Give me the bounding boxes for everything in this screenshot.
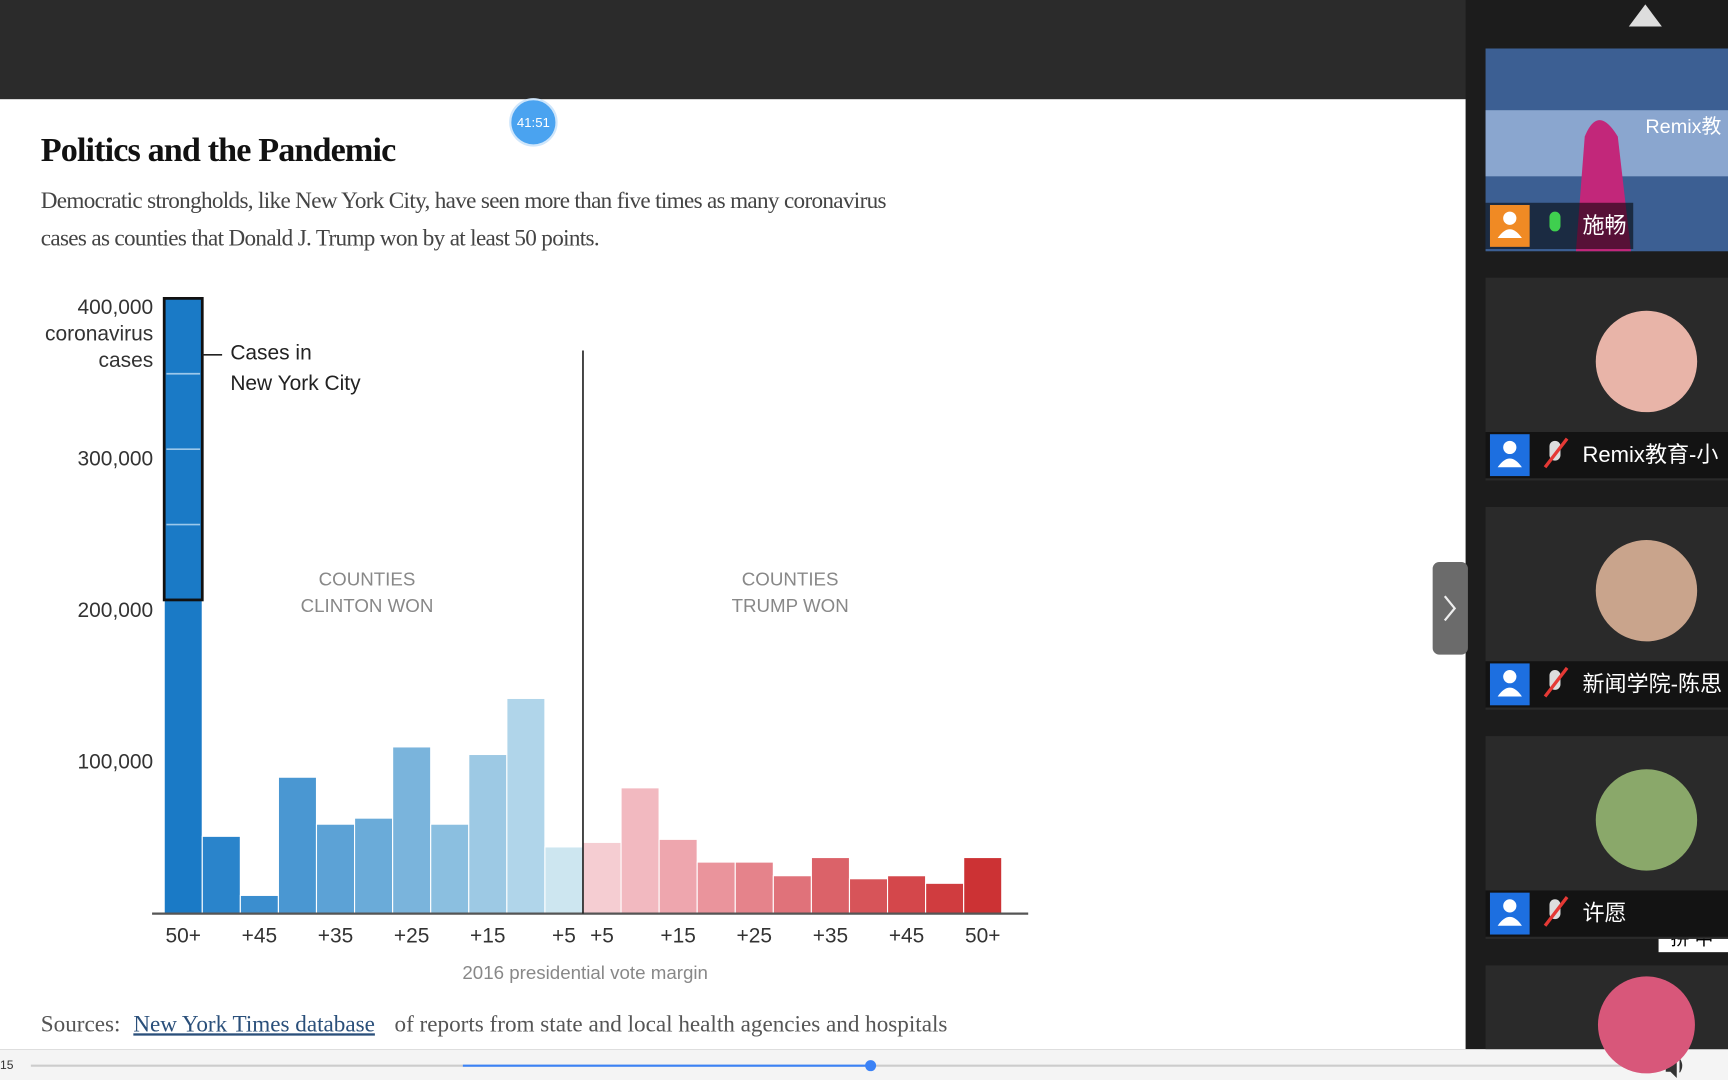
annotation: Cases in: [230, 341, 311, 364]
bar: [468, 753, 508, 915]
avatar: [1595, 310, 1698, 413]
bar: [163, 599, 203, 915]
y-tick-label: 300,000: [78, 448, 154, 471]
mic-muted: [1543, 437, 1569, 469]
player-time: 15: [0, 1058, 14, 1072]
mic-muted: [1543, 666, 1569, 698]
bar: [544, 846, 584, 915]
y-axis-label: cases: [99, 349, 154, 372]
avatar: [1595, 540, 1698, 642]
chart-subtitle: cases as counties that Donald J. Trump w…: [41, 226, 599, 252]
toggle-arrow: [1443, 595, 1457, 622]
video-caption: Remix教: [1645, 116, 1721, 138]
region-label: COUNTIES: [319, 569, 416, 590]
timer: 41:51: [517, 115, 550, 130]
x-tick-label: +25: [737, 924, 773, 947]
y-tick-label: 100,000: [78, 751, 154, 774]
user-icon: [1489, 892, 1530, 935]
bar: [658, 838, 698, 915]
bar: [582, 841, 622, 915]
x-tick-label: +45: [889, 924, 925, 947]
y-axis-label: coronavirus: [45, 323, 153, 346]
sources-text: of reports from state and local health a…: [395, 1011, 948, 1037]
region-label: CLINTON WON: [301, 595, 434, 616]
user-icon: [1489, 434, 1530, 477]
user-body: [1497, 916, 1522, 926]
x-tick-label: +25: [394, 924, 430, 947]
user-icon: [1489, 204, 1530, 247]
mic[interactable]: [1549, 211, 1561, 232]
x-tick-label: +35: [318, 924, 353, 947]
user-body: [1497, 229, 1522, 239]
bar: [506, 697, 546, 915]
y-tick-label: 200,000: [78, 599, 154, 622]
user-body: [1497, 458, 1522, 468]
x-tick-label: +15: [660, 924, 696, 947]
sources-link[interactable]: New York Times database: [133, 1011, 375, 1037]
bar: [734, 861, 774, 915]
y-tick-label: 400,000: [78, 296, 154, 319]
x-tick-label: +45: [242, 924, 277, 947]
top-bar: [0, 0, 1466, 100]
avatar: [1597, 976, 1695, 1074]
x-tick-label: +35: [813, 924, 848, 947]
participant-name: 新闻学院-陈思: [1583, 671, 1723, 696]
bar: [201, 835, 241, 915]
panel-toggle[interactable]: [1432, 562, 1468, 655]
x-tick-label: 50+: [965, 924, 1001, 947]
mic-muted: [1543, 896, 1569, 927]
bar: [810, 856, 851, 915]
bar: [239, 894, 279, 915]
scroll-up[interactable]: [1628, 4, 1662, 27]
x-tick-label: +15: [470, 924, 505, 947]
annotation: New York City: [230, 372, 361, 395]
bar: [925, 882, 965, 915]
x-tick-label: +5: [552, 924, 576, 947]
region-label: TRUMP WON: [732, 595, 849, 616]
bar: [696, 861, 736, 915]
bar: [620, 787, 660, 915]
timer-bubble[interactable]: [509, 98, 558, 147]
x-tick-label: 50+: [165, 924, 201, 947]
bar: [392, 746, 432, 915]
sources-prefix: Sources:: [41, 1011, 121, 1037]
bar: [886, 875, 927, 915]
bar: [963, 856, 1003, 915]
user-head: [1503, 899, 1517, 913]
bar: [430, 823, 470, 915]
x-tick-label: +5: [590, 924, 614, 947]
bar: [848, 878, 889, 915]
user-body: [1497, 687, 1522, 697]
avatar: [1595, 769, 1698, 871]
participant-name: Remix教育-小: [1583, 442, 1719, 467]
user-head: [1503, 440, 1517, 455]
chart-subtitle: Democratic strongholds, like New York Ci…: [41, 188, 887, 214]
chart-title: Politics and the Pandemic: [41, 132, 396, 169]
bar: [315, 823, 356, 915]
x-axis-label: 2016 presidential vote margin: [462, 962, 708, 983]
participant-name: 施畅: [1583, 213, 1627, 238]
progress-knob[interactable]: [865, 1060, 877, 1072]
region-label: COUNTIES: [742, 569, 839, 590]
user-head: [1503, 670, 1517, 684]
participant-name: 许愿: [1583, 901, 1627, 926]
user-icon: [1489, 663, 1530, 706]
bar: [772, 875, 812, 915]
bar: [277, 776, 318, 915]
bar: [354, 817, 394, 915]
user-head: [1503, 211, 1517, 225]
